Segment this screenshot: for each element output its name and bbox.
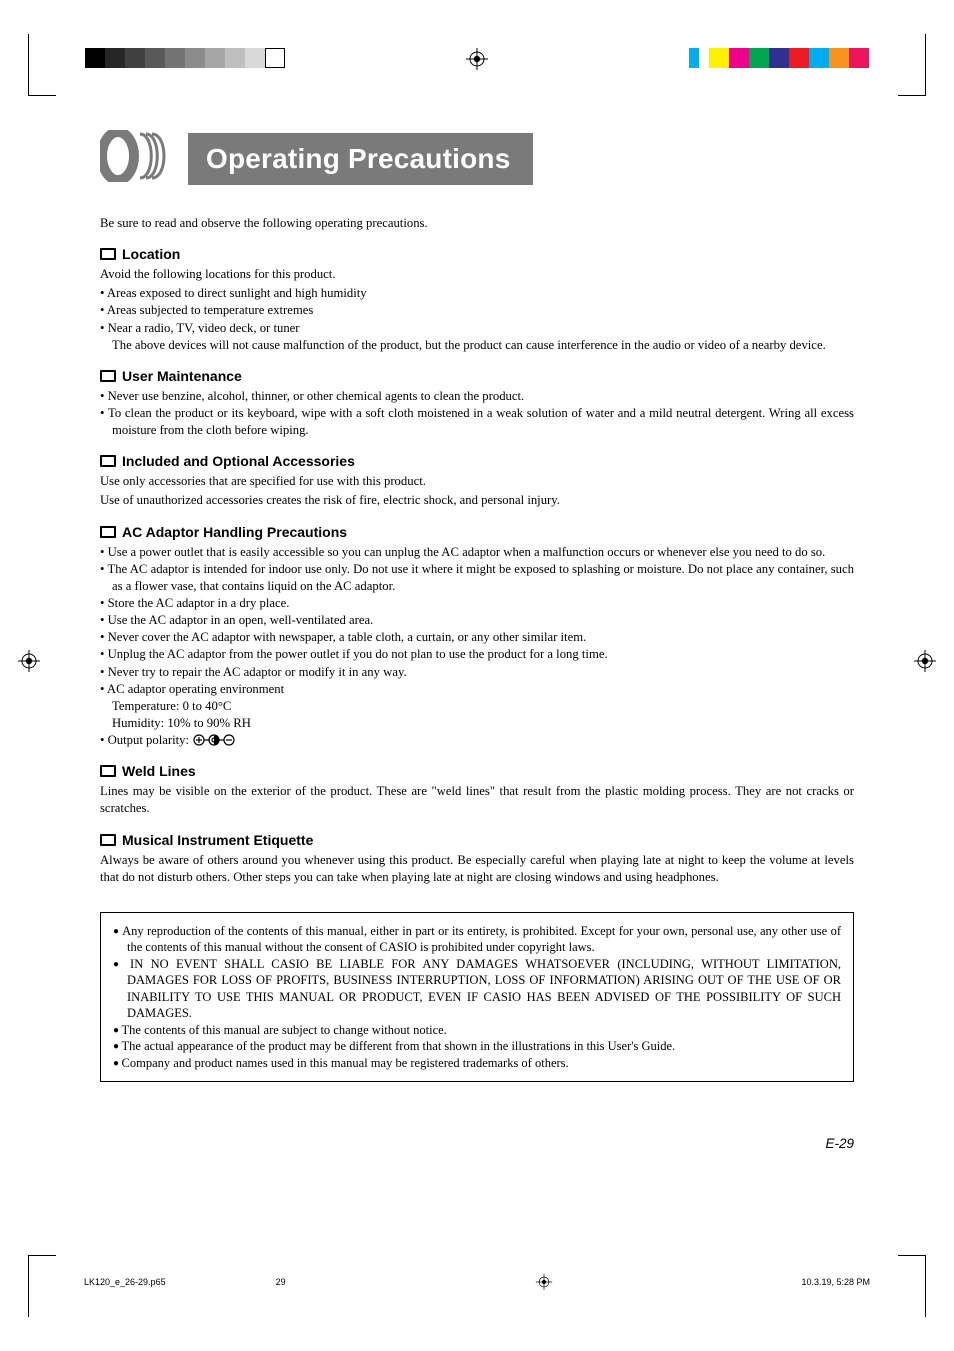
section-heading-etiquette: Musical Instrument Etiquette <box>100 832 854 848</box>
title-banner: Operating Precautions <box>100 130 854 187</box>
list-item: Near a radio, TV, video deck, or tuner T… <box>100 320 854 354</box>
polarity-label: Output polarity: <box>108 733 189 747</box>
list-item: Never cover the AC adaptor with newspape… <box>100 629 854 646</box>
heading-label: Musical Instrument Etiquette <box>122 832 313 848</box>
list-item: To clean the product or its keyboard, wi… <box>100 405 854 439</box>
registration-mark-icon <box>286 1273 802 1291</box>
heading-label: Location <box>122 246 180 262</box>
list-item-text: Store the AC adaptor in a dry place. <box>108 596 290 610</box>
list-item-text: Areas exposed to direct sunlight and hig… <box>107 286 367 300</box>
page-number: E-29 <box>100 1136 854 1151</box>
legal-item: Company and product names used in this m… <box>113 1055 841 1072</box>
footer-filename: LK120_e_26-29.p65 <box>84 1277 166 1287</box>
ac-adaptor-list: Use a power outlet that is easily access… <box>100 544 854 750</box>
section-heading-location: Location <box>100 246 854 262</box>
heading-label: Included and Optional Accessories <box>122 453 355 469</box>
section-lead: Avoid the following locations for this p… <box>100 266 854 283</box>
list-item: Areas exposed to direct sunlight and hig… <box>100 285 854 302</box>
list-item-text: Near a radio, TV, video deck, or tuner <box>108 321 300 335</box>
footer-date: 10.3.19, 5:28 PM <box>801 1277 870 1287</box>
list-item-continuation: The above devices will not cause malfunc… <box>112 337 854 354</box>
list-item: The AC adaptor is intended for indoor us… <box>100 561 854 595</box>
section-heading-user-maintenance: User Maintenance <box>100 368 854 384</box>
list-item-text: Use the AC adaptor in an open, well-vent… <box>108 613 374 627</box>
footer-page: 29 <box>276 1277 286 1287</box>
list-item-text: To clean the product or its keyboard, wi… <box>108 406 854 437</box>
paragraph: Use of unauthorized accessories creates … <box>100 492 854 509</box>
heading-label: User Maintenance <box>122 368 242 384</box>
legal-item: The contents of this manual are subject … <box>113 1022 841 1039</box>
list-item-text: Never use benzine, alcohol, thinner, or … <box>108 389 525 403</box>
legal-item: Any reproduction of the contents of this… <box>113 923 841 956</box>
polarity-icon <box>192 733 236 747</box>
list-item: Store the AC adaptor in a dry place. <box>100 595 854 612</box>
list-item: AC adaptor operating environment Tempera… <box>100 681 854 732</box>
page-title: Operating Precautions <box>188 133 533 185</box>
paragraph: Use only accessories that are specified … <box>100 473 854 490</box>
legal-item: IN NO EVENT SHALL CASIO BE LIABLE FOR AN… <box>113 956 841 1022</box>
list-item: Unplug the AC adaptor from the power out… <box>100 646 854 663</box>
section-heading-accessories: Included and Optional Accessories <box>100 453 854 469</box>
print-footer: LK120_e_26-29.p65 29 10.3.19, 5:28 PM <box>0 1273 954 1291</box>
heading-label: AC Adaptor Handling Precautions <box>122 524 347 540</box>
list-item-polarity: Output polarity: <box>100 732 854 749</box>
page-content: Operating Precautions Be sure to read an… <box>0 0 954 1351</box>
legal-notice-box: Any reproduction of the contents of this… <box>100 912 854 1083</box>
paragraph: Lines may be visible on the exterior of … <box>100 783 854 817</box>
list-item: Never use benzine, alcohol, thinner, or … <box>100 388 854 405</box>
list-item: Use a power outlet that is easily access… <box>100 544 854 561</box>
section-ornament-icon <box>100 130 174 187</box>
legal-item: The actual appearance of the product may… <box>113 1038 841 1055</box>
list-item-text: The AC adaptor is intended for indoor us… <box>107 562 854 593</box>
list-item: Never try to repair the AC adaptor or mo… <box>100 664 854 681</box>
list-item: Areas subjected to temperature extremes <box>100 302 854 319</box>
paragraph: Always be aware of others around you whe… <box>100 852 854 886</box>
list-item-text: Never cover the AC adaptor with newspape… <box>108 630 587 644</box>
list-item-text: Use a power outlet that is easily access… <box>108 545 826 559</box>
heading-label: Weld Lines <box>122 763 196 779</box>
intro-text: Be sure to read and observe the followin… <box>100 215 854 232</box>
list-item-text: Areas subjected to temperature extremes <box>107 303 313 317</box>
list-item-text: AC adaptor operating environment <box>107 682 284 696</box>
list-item: Use the AC adaptor in an open, well-vent… <box>100 612 854 629</box>
section-heading-ac-adaptor: AC Adaptor Handling Precautions <box>100 524 854 540</box>
section-heading-weld-lines: Weld Lines <box>100 763 854 779</box>
maintenance-list: Never use benzine, alcohol, thinner, or … <box>100 388 854 439</box>
list-item-text: Never try to repair the AC adaptor or mo… <box>108 665 407 679</box>
env-temp: Temperature: 0 to 40°C <box>112 698 854 715</box>
list-item-text: Unplug the AC adaptor from the power out… <box>108 647 608 661</box>
location-list: Areas exposed to direct sunlight and hig… <box>100 285 854 354</box>
env-humidity: Humidity: 10% to 90% RH <box>112 715 854 732</box>
